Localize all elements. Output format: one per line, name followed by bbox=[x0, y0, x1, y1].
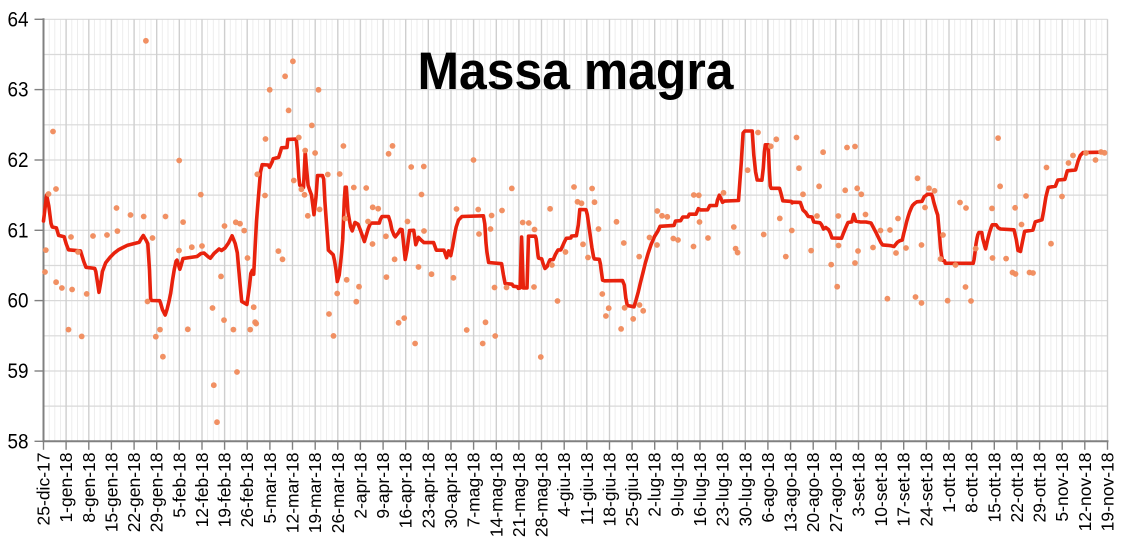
svg-text:26-feb-18: 26-feb-18 bbox=[237, 453, 257, 528]
svg-text:16-lug-18: 16-lug-18 bbox=[690, 453, 710, 527]
svg-text:9-lug-18: 9-lug-18 bbox=[667, 453, 687, 517]
svg-text:7-mag-18: 7-mag-18 bbox=[464, 452, 484, 527]
svg-text:5-mar-18: 5-mar-18 bbox=[260, 453, 280, 524]
svg-text:2-lug-18: 2-lug-18 bbox=[645, 453, 665, 517]
svg-text:30-lug-18: 30-lug-18 bbox=[735, 453, 755, 527]
svg-text:1-gen-18: 1-gen-18 bbox=[56, 453, 76, 523]
svg-text:27-ago-18: 27-ago-18 bbox=[826, 453, 846, 533]
svg-text:20-ago-18: 20-ago-18 bbox=[803, 453, 823, 533]
svg-text:23-apr-18: 23-apr-18 bbox=[418, 453, 438, 529]
svg-text:18-giu-18: 18-giu-18 bbox=[600, 453, 620, 527]
svg-text:12-feb-18: 12-feb-18 bbox=[192, 453, 212, 528]
svg-text:2-apr-18: 2-apr-18 bbox=[350, 453, 370, 519]
svg-text:22-ott-18: 22-ott-18 bbox=[1007, 453, 1027, 523]
svg-text:19-mar-18: 19-mar-18 bbox=[305, 453, 325, 534]
svg-text:11-giu-18: 11-giu-18 bbox=[577, 453, 597, 526]
svg-text:15-ott-18: 15-ott-18 bbox=[984, 453, 1004, 523]
svg-text:3-set-18: 3-set-18 bbox=[849, 453, 869, 517]
svg-text:16-apr-18: 16-apr-18 bbox=[396, 453, 416, 529]
svg-text:12-mar-18: 12-mar-18 bbox=[283, 453, 303, 534]
svg-text:29-ott-18: 29-ott-18 bbox=[1030, 453, 1050, 523]
svg-text:10-set-18: 10-set-18 bbox=[871, 453, 891, 527]
svg-text:61: 61 bbox=[8, 218, 29, 242]
svg-text:15-gen-18: 15-gen-18 bbox=[101, 453, 121, 533]
svg-text:12-nov-18: 12-nov-18 bbox=[1075, 453, 1095, 532]
svg-text:19-nov-18: 19-nov-18 bbox=[1098, 453, 1118, 532]
svg-text:5-feb-18: 5-feb-18 bbox=[169, 453, 189, 518]
svg-text:22-gen-18: 22-gen-18 bbox=[124, 453, 144, 533]
svg-text:28-mag-18: 28-mag-18 bbox=[532, 453, 552, 538]
svg-text:8-gen-18: 8-gen-18 bbox=[79, 453, 99, 523]
svg-text:13-ago-18: 13-ago-18 bbox=[781, 453, 801, 533]
svg-text:6-ago-18: 6-ago-18 bbox=[758, 453, 778, 523]
svg-text:9-apr-18: 9-apr-18 bbox=[373, 453, 393, 519]
svg-text:Massa magra: Massa magra bbox=[418, 42, 735, 101]
svg-text:58: 58 bbox=[8, 429, 29, 453]
svg-text:8-ott-18: 8-ott-18 bbox=[962, 452, 982, 512]
svg-text:24-set-18: 24-set-18 bbox=[916, 453, 936, 527]
svg-text:14-mag-18: 14-mag-18 bbox=[486, 453, 506, 538]
svg-text:21-mag-18: 21-mag-18 bbox=[509, 453, 529, 538]
svg-text:60: 60 bbox=[8, 289, 29, 313]
svg-text:63: 63 bbox=[8, 78, 29, 102]
svg-text:30-apr-18: 30-apr-18 bbox=[441, 453, 461, 529]
svg-text:23-lug-18: 23-lug-18 bbox=[713, 453, 733, 527]
svg-text:29-gen-18: 29-gen-18 bbox=[147, 453, 167, 533]
svg-text:19-feb-18: 19-feb-18 bbox=[215, 453, 235, 528]
svg-text:25-dic-17: 25-dic-17 bbox=[34, 453, 54, 526]
svg-text:62: 62 bbox=[8, 148, 29, 172]
svg-text:25-giu-18: 25-giu-18 bbox=[622, 453, 642, 527]
svg-text:4-giu-18: 4-giu-18 bbox=[554, 453, 574, 517]
svg-text:64: 64 bbox=[8, 7, 29, 31]
svg-text:26-mar-18: 26-mar-18 bbox=[328, 453, 348, 534]
svg-text:17-set-18: 17-set-18 bbox=[894, 453, 914, 527]
svg-text:59: 59 bbox=[8, 359, 29, 383]
svg-text:5-nov-18: 5-nov-18 bbox=[1052, 453, 1072, 522]
svg-text:1-ott-18: 1-ott-18 bbox=[939, 453, 959, 513]
